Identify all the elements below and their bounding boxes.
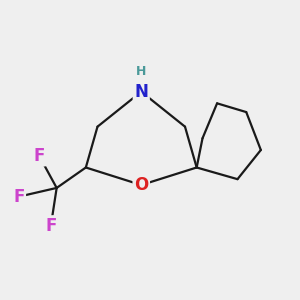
Text: O: O: [134, 176, 148, 194]
Text: F: F: [13, 188, 24, 206]
Text: F: F: [34, 147, 45, 165]
Text: F: F: [45, 217, 56, 235]
Text: H: H: [136, 65, 146, 78]
Text: N: N: [134, 83, 148, 101]
